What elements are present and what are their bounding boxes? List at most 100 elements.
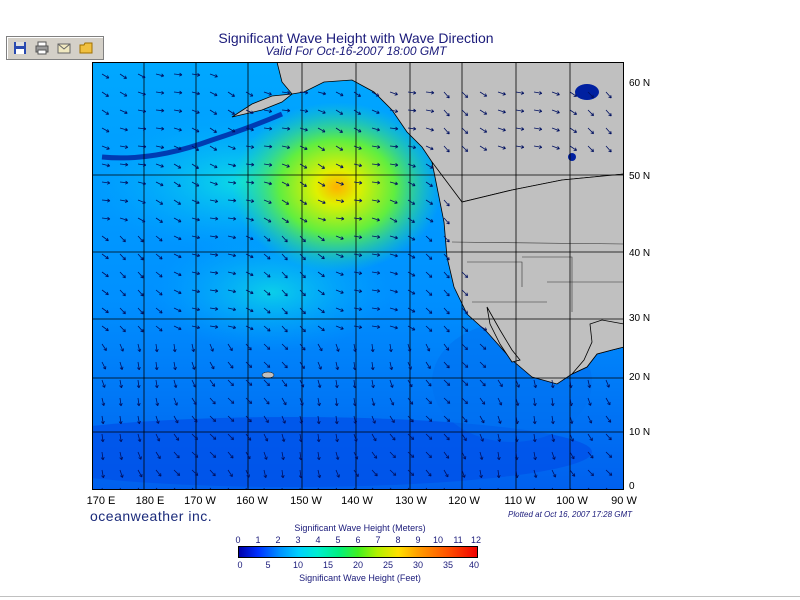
wave-arrow [569,109,577,115]
wave-arrow [443,451,450,459]
wave-arrow [227,216,237,221]
feet-tick: 40 [468,560,480,570]
wave-arrow [389,163,399,167]
wave-arrow [425,127,434,132]
wave-arrow [551,109,560,114]
wave-arrow [425,325,433,332]
wave-arrow [461,145,469,152]
brand-logo-text: oceanweather inc. [90,508,213,524]
wave-arrow [119,325,126,333]
wave-arrow [587,487,591,490]
wave-arrow [209,288,219,293]
wave-arrow [371,469,378,477]
wave-arrow [209,216,219,221]
wave-arrow [587,397,592,406]
wave-arrow [137,235,144,243]
wave-arrow [209,270,219,275]
wave-arrow [101,469,105,479]
wave-arrow [425,451,432,459]
wave-arrow [280,469,285,479]
wave-arrow [587,127,595,135]
wave-arrow [227,127,236,133]
wave-arrow [245,415,252,423]
wave-arrow [569,397,573,407]
wave-arrow [299,109,309,113]
wave-arrow [245,379,253,386]
envelope-icon [57,43,71,54]
wave-arrow [191,91,201,96]
wave-arrow [173,415,179,424]
wave-arrow [281,325,288,333]
wave-arrow [101,343,107,352]
wave-arrow [425,199,434,205]
wave-arrow [479,379,486,387]
wave-arrow [281,361,288,369]
wave-arrow [191,72,201,77]
wave-arrow [353,253,363,257]
wave-arrow [551,415,555,425]
wave-arrow [100,433,105,443]
wave-arrow [227,433,234,441]
wave-arrow [533,379,538,389]
wave-arrow [191,271,201,276]
wave-arrow [263,144,273,149]
wave-arrow [101,145,110,150]
wave-arrow [136,397,141,407]
wave-arrow [443,91,450,99]
wave-arrow [209,433,217,440]
wave-arrow [299,433,303,443]
lat-label: 60 N [629,78,651,89]
wave-arrow [263,415,269,424]
wave-arrow [209,199,219,204]
wave-arrow [335,451,340,460]
wave-arrow [551,469,557,478]
wave-arrow [299,199,308,205]
print-button[interactable] [33,39,51,57]
wave-arrow [515,127,525,131]
export-button[interactable] [77,39,95,57]
wave-arrow [533,91,543,95]
wave-arrow [407,415,414,423]
wave-arrow [425,397,432,405]
wave-arrow [389,109,399,113]
wave-arrow [407,307,416,313]
grid-lines [92,62,624,490]
wave-arrow [389,361,394,371]
folder-icon [79,42,93,54]
wave-arrow [155,126,165,131]
meters-tick: 1 [255,535,261,545]
wave-arrow [245,199,255,203]
wave-arrow [479,109,488,115]
wave-arrow [407,451,415,458]
wave-arrow [353,198,363,203]
wave-arrow [550,397,555,407]
wave-arrow [191,469,199,476]
wave-arrow [101,361,107,370]
email-button[interactable] [55,39,73,57]
wave-arrow [317,397,321,407]
wave-arrow [137,253,144,261]
wave-arrow [353,91,361,97]
feet-tick: 10 [292,560,304,570]
wave-arrow [551,127,560,132]
wave-arrow [389,469,397,476]
wave-arrow [191,253,201,258]
lon-label: 100 W [556,495,588,507]
wave-arrow [101,180,111,185]
wave-arrow [155,397,160,407]
wave-arrow [227,289,237,294]
wave-arrow [298,451,303,461]
wave-arrow [335,343,340,352]
storm-peak [232,102,442,272]
wave-arrow [155,325,163,332]
wave-arrow [389,289,398,294]
wave-arrow [353,235,363,239]
wave-arrow [263,217,272,223]
wave-arrow [245,162,255,167]
wave-arrow [533,127,543,131]
legend-meters-title: Significant Wave Height (Meters) [294,523,426,533]
wave-arrow [263,91,272,96]
wave-arrow [407,271,416,277]
save-button[interactable] [11,39,29,57]
wave-arrow [334,397,339,407]
